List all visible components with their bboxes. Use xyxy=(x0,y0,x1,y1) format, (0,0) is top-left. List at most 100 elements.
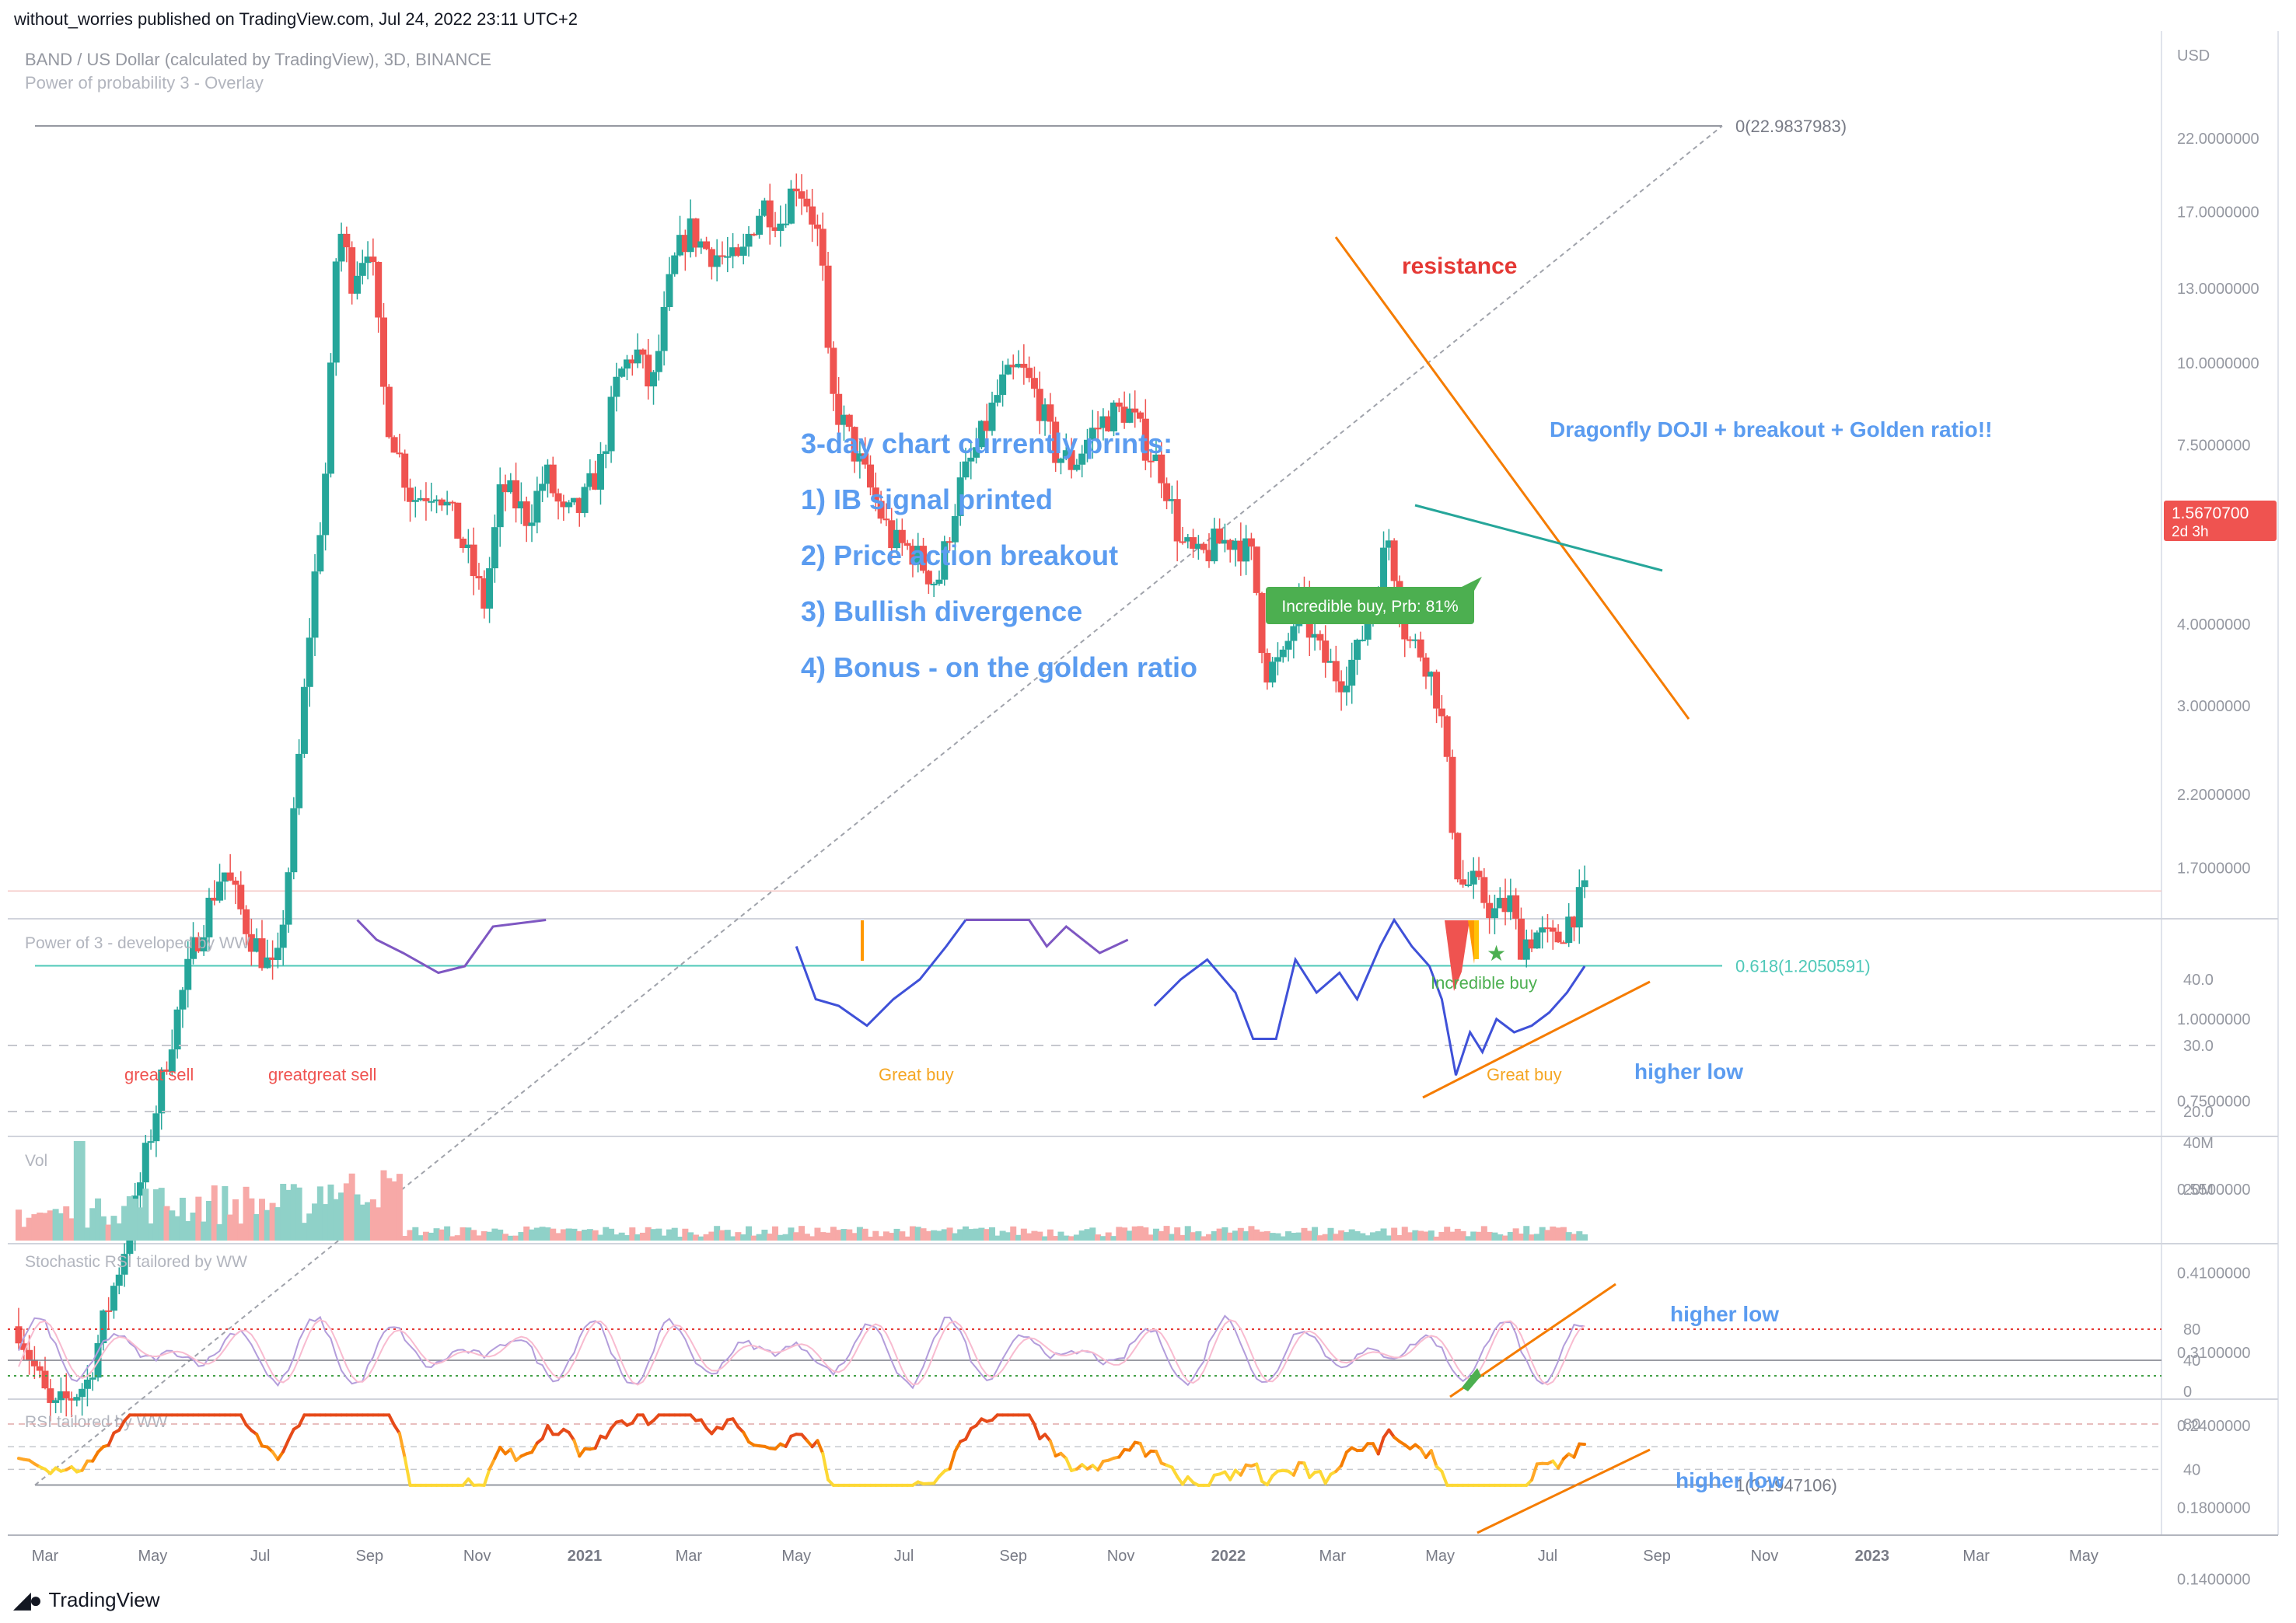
candle-body xyxy=(930,584,938,586)
volume-bar xyxy=(962,1226,969,1241)
stoch-d-line xyxy=(18,1318,1585,1386)
rsi-segment xyxy=(1154,1450,1163,1465)
volume-bar xyxy=(967,1229,974,1241)
volume-bar xyxy=(703,1234,710,1241)
volume-bar xyxy=(163,1206,170,1241)
candle-body xyxy=(771,227,779,232)
candle-body xyxy=(422,497,430,501)
volume-bar xyxy=(1237,1227,1244,1241)
candle-body xyxy=(724,256,732,258)
rsi-segment xyxy=(572,1439,582,1458)
price-tick-label: 7.5000000 xyxy=(2177,437,2251,454)
volume-bar xyxy=(258,1199,265,1241)
volume-bar xyxy=(639,1232,646,1241)
candle-body xyxy=(290,808,298,873)
volume-bar xyxy=(1322,1234,1329,1241)
tradingview-brand[interactable]: ◢● TradingView xyxy=(14,1587,160,1613)
volume-bar xyxy=(994,1235,1001,1241)
candle-body xyxy=(634,349,641,364)
candle-body xyxy=(1036,389,1043,421)
candle-body xyxy=(575,497,583,513)
candle-body xyxy=(920,546,928,571)
candle-body xyxy=(909,546,917,565)
summary-line-4: 3) Bullish divergence xyxy=(801,595,1082,627)
candle-body xyxy=(1152,454,1160,462)
volume-bar xyxy=(428,1232,435,1241)
volume-bar xyxy=(1565,1232,1572,1241)
candle-body xyxy=(274,948,281,960)
volume-bar xyxy=(227,1214,234,1241)
candle-body xyxy=(158,1069,166,1114)
candle-body xyxy=(1411,639,1419,641)
candle-body xyxy=(1517,918,1525,960)
rsi-segment xyxy=(1096,1459,1105,1472)
volume-bar xyxy=(750,1235,757,1241)
volume-bar xyxy=(671,1227,678,1241)
volume-bar xyxy=(830,1227,837,1241)
time-tick-label: Sep xyxy=(356,1548,384,1565)
rsi-segment xyxy=(1429,1449,1438,1468)
volume-bar xyxy=(1095,1234,1102,1241)
volume-bar xyxy=(1581,1234,1588,1241)
volume-bar xyxy=(1343,1232,1350,1241)
volume-bar xyxy=(1110,1236,1117,1241)
volume-bar xyxy=(110,1216,117,1241)
volume-bar xyxy=(533,1227,540,1241)
candle-body xyxy=(835,393,843,425)
candle-body xyxy=(787,188,795,224)
volume-bar xyxy=(1560,1227,1567,1241)
volume-bar xyxy=(846,1229,853,1241)
candle-body xyxy=(443,501,451,506)
volume-bar xyxy=(1010,1226,1017,1241)
volume-bar xyxy=(920,1228,927,1241)
summary-line-5: 4) Bonus - on the golden ratio xyxy=(801,651,1197,683)
stoch-tick: 40 xyxy=(2183,1352,2200,1370)
candle-body xyxy=(554,493,562,502)
candle-body xyxy=(316,535,324,572)
incredible-buy-label: Incredible buy xyxy=(1431,973,1537,993)
volume-bar xyxy=(772,1226,779,1241)
candle-body xyxy=(1522,939,1530,960)
last-price-value: 1.5670700 xyxy=(2172,504,2249,522)
volume-bar xyxy=(1512,1228,1519,1241)
candle-body xyxy=(433,499,441,501)
volume-bar xyxy=(613,1234,620,1241)
candle-body xyxy=(26,1349,33,1360)
candle-body xyxy=(1120,407,1128,423)
candle-body xyxy=(285,872,292,925)
time-tick-label: 2023 xyxy=(1855,1548,1890,1565)
volume-bar xyxy=(1205,1234,1212,1241)
volume-bar xyxy=(592,1230,599,1241)
candle-body xyxy=(507,480,515,493)
candle-body xyxy=(454,502,462,539)
candle-body xyxy=(639,349,647,355)
candle-body xyxy=(364,257,372,264)
volume-bar xyxy=(1227,1232,1234,1241)
candle-body xyxy=(449,501,456,504)
candle-body xyxy=(956,477,964,516)
volume-bar xyxy=(1465,1236,1472,1241)
volume-bar xyxy=(1242,1231,1249,1241)
candle-body xyxy=(813,224,821,229)
volume-bar xyxy=(1099,1236,1106,1241)
incredible-buy-pointer xyxy=(1462,577,1482,591)
volume-bar xyxy=(100,1216,107,1241)
candle-body xyxy=(543,464,551,484)
volume-bar xyxy=(205,1200,212,1241)
volume-bar xyxy=(407,1230,414,1241)
volume-bar xyxy=(1063,1235,1070,1241)
candle-body xyxy=(824,265,832,348)
candle-body xyxy=(1253,546,1260,593)
volume-bar xyxy=(37,1212,44,1241)
volume-bar xyxy=(158,1188,165,1241)
rsi-segment xyxy=(1302,1461,1312,1479)
time-tick-label: Nov xyxy=(1107,1548,1135,1565)
candle-body xyxy=(623,359,631,369)
rsi-segment xyxy=(1255,1462,1264,1483)
volume-bar xyxy=(1274,1233,1281,1241)
volume-bar xyxy=(560,1229,567,1241)
volume-bar xyxy=(169,1210,176,1241)
candle-body xyxy=(1348,659,1356,686)
rsi-segment xyxy=(1323,1472,1333,1485)
